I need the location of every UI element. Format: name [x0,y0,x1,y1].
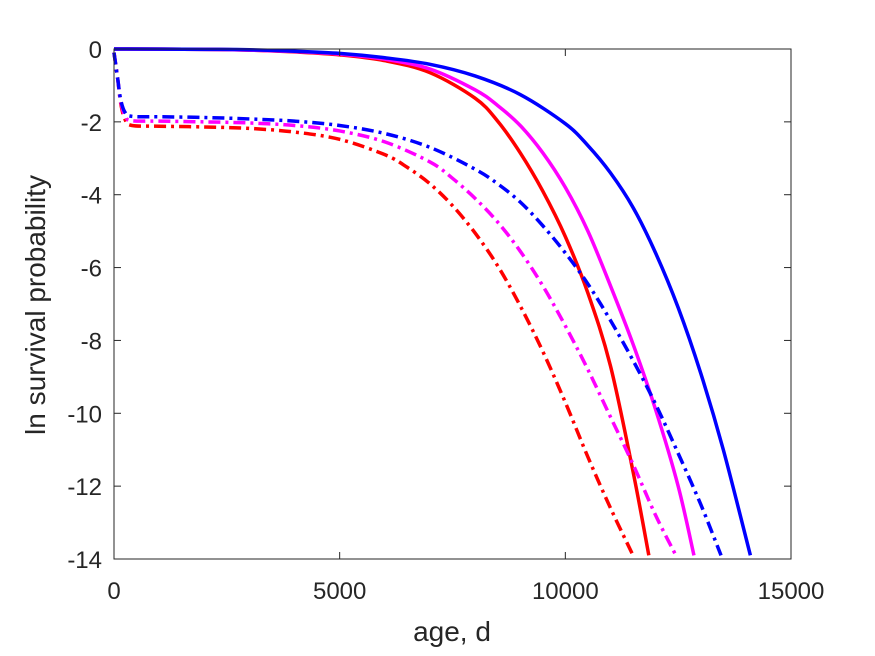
x-axis-label: age, d [413,616,491,647]
x-tick-label: 5000 [313,578,366,605]
series-lines [112,47,753,557]
series-line-4 [112,52,635,557]
x-tick-labels: 0 5000 10000 15000 [107,578,824,605]
x-tick-label: 10000 [532,578,599,605]
y-tick-label: -12 [67,474,102,501]
y-tick-label: -4 [81,183,102,210]
series-line-5 [112,52,678,557]
series-line-6 [112,52,723,557]
plot-frame [113,48,792,560]
y-tick-label: -10 [67,401,102,428]
y-tick-label: -14 [67,547,102,574]
y-tick-label: -6 [81,256,102,283]
y-tick-label: 0 [89,37,102,64]
y-tick-label: -8 [81,328,102,355]
y-tick-labels: 0 -2 -4 -6 -8 -10 -12 -14 [67,37,102,574]
series-line-3 [113,47,753,556]
y-axis-label: ln survival probability [20,175,51,435]
series-line-2 [113,47,696,556]
x-tick-label: 0 [107,578,120,605]
y-tick-label: -2 [81,110,102,137]
x-tick-label: 15000 [758,578,825,605]
